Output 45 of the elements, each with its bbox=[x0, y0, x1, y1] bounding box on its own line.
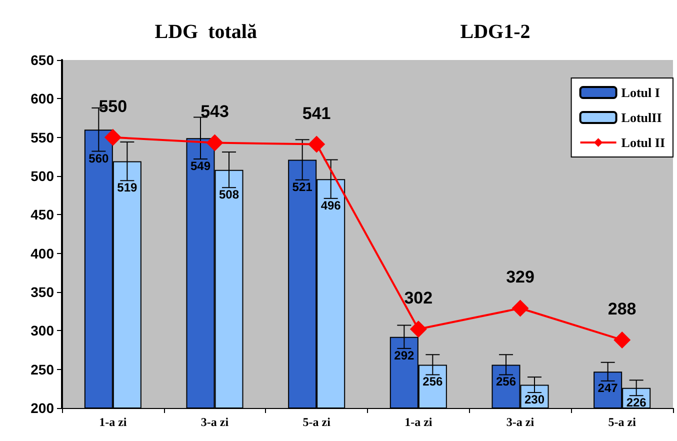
data-label: 247 bbox=[598, 380, 618, 395]
data-label: 519 bbox=[117, 180, 138, 195]
data-label: 543 bbox=[200, 102, 229, 122]
y-tick-label: 450 bbox=[30, 206, 54, 223]
point bbox=[410, 320, 427, 338]
legend-label: Lotul II bbox=[621, 135, 666, 150]
text: LDG1-2 bbox=[460, 21, 530, 43]
y-tick-label: 550 bbox=[30, 129, 54, 146]
x-tick-label: 1-a zi bbox=[99, 415, 128, 429]
point bbox=[104, 128, 122, 146]
legend-label: LotulII bbox=[621, 110, 662, 125]
x-tick-label: 5-a zi bbox=[302, 415, 332, 429]
y-tick-label: 500 bbox=[30, 168, 54, 184]
text: LDG totală bbox=[154, 21, 257, 43]
data-label: 521 bbox=[292, 180, 313, 194]
y-tick-label: 400 bbox=[30, 245, 54, 262]
data-label: 549 bbox=[190, 158, 211, 173]
data-label: 226 bbox=[626, 396, 647, 410]
data-label: 292 bbox=[394, 348, 414, 362]
data-label: 329 bbox=[506, 268, 534, 287]
x-tick-label: 3-a zi bbox=[200, 415, 230, 429]
data-label: 302 bbox=[404, 288, 433, 308]
y-tick-label: 200 bbox=[30, 400, 54, 416]
data-label: 550 bbox=[98, 96, 128, 116]
x-tick-label: 5-a zi bbox=[608, 415, 637, 429]
point bbox=[308, 136, 326, 153]
data-label: 508 bbox=[218, 188, 240, 202]
y-tick-label: 350 bbox=[30, 284, 54, 300]
data-label: 256 bbox=[422, 374, 444, 389]
data-label: 560 bbox=[88, 151, 109, 166]
data-label: 288 bbox=[608, 299, 636, 318]
x-tick-label: 3-a zi bbox=[506, 415, 535, 429]
point bbox=[614, 331, 631, 348]
data-label: 230 bbox=[524, 392, 545, 407]
point bbox=[206, 134, 224, 152]
y-tick-label: 600 bbox=[30, 90, 54, 107]
y-tick-label: 300 bbox=[30, 322, 54, 339]
y-tick-label: 650 bbox=[30, 52, 54, 68]
x-tick-label: 1-a zi bbox=[404, 415, 433, 429]
data-label: 256 bbox=[496, 374, 516, 389]
y-tick-label: 250 bbox=[30, 361, 54, 378]
data-label: 496 bbox=[320, 198, 342, 212]
point bbox=[512, 300, 529, 317]
legend-label: Lotul I bbox=[621, 85, 660, 100]
data-label: 541 bbox=[302, 104, 331, 123]
